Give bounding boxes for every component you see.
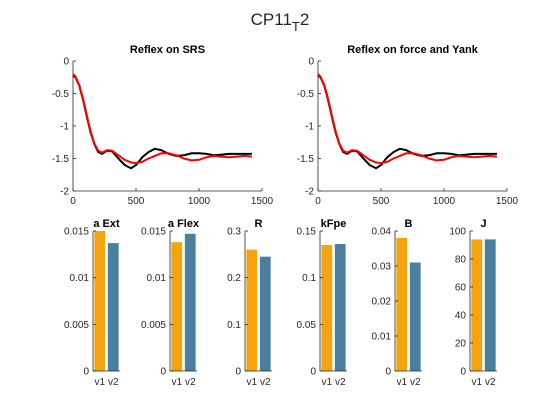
bar-v2 [484,239,496,371]
y-tick-label: 0.005 [64,320,89,331]
y-tick-label: 0 [83,367,89,378]
x-tick-label: v1 [246,377,257,388]
y-tick-label: -2 [60,187,69,198]
bar-v2 [409,262,421,371]
bar-v1 [471,239,483,371]
y-tick-label: 0.03 [372,262,392,273]
chart-title: Reflex on SRS [130,44,205,56]
figure-title-subscript: T [292,19,300,34]
chart-title: kFpe [321,218,347,230]
chart-title: B [405,218,413,230]
series-line-black [72,74,252,170]
x-tick-label: 1500 [251,196,274,207]
y-tick-label: 80 [455,255,467,266]
bar-v1 [171,242,183,371]
y-tick-label: 0.01 [70,273,90,284]
figure-title: CP11T2 [251,10,310,34]
x-tick-label: 1000 [188,196,211,207]
x-tick-label: v2 [108,377,119,388]
figure-title-tail: 2 [300,10,309,29]
x-tick-label: v2 [260,377,271,388]
chart-title: R [255,218,263,230]
chart-panel-7: J 0 20 40 60 80 100 v1 v2 [449,218,497,388]
y-tick-label: -0.5 [52,89,70,100]
chart-title: a Ext [93,218,120,230]
series-line-black [317,74,497,170]
chart-panel-0: Reflex on SRS 0 500 1000 1500 -2 -1.5 -1 -0.5 0 [52,44,274,207]
y-tick-label: 0 [385,367,391,378]
y-tick-label: 0.1 [302,273,316,284]
y-tick-label: 0 [308,57,314,68]
chart-panel-5: kFpe 0 0.05 0.1 0.15 v1 v2 [297,218,347,388]
bar-v2 [334,244,346,371]
y-tick-label: 0.01 [372,332,392,343]
bar-v1 [94,231,106,371]
bar-v1 [246,249,258,371]
y-tick-label: 0.015 [141,227,166,238]
x-tick-label: v2 [410,377,421,388]
chart-panel-2: a Ext 0 0.005 0.01 0.015 v1 v2 [64,218,120,388]
y-tick-label: 0.02 [372,297,392,308]
x-tick-label: v2 [335,377,346,388]
series-line-red [72,73,252,165]
y-tick-label: 100 [449,227,466,238]
bar-v1 [321,245,333,371]
chart-panel-3: a Flex 0 0.005 0.01 0.015 v1 v2 [141,218,200,388]
y-tick-label: 0.05 [297,320,317,331]
x-tick-label: 1000 [433,196,456,207]
y-tick-label: 40 [455,311,467,322]
y-tick-label: 0 [160,367,166,378]
y-tick-label: 0.2 [227,273,241,284]
chart-panel-6: B 0 0.01 0.02 0.03 0.04 v1 v2 [372,218,422,388]
chart-panel-4: R 0 0.1 0.2 0.3 v1 v2 [227,218,272,388]
chart-title: Reflex on force and Yank [347,44,479,56]
y-tick-label: 0.3 [227,227,241,238]
bar-v2 [107,243,119,371]
bar-v1 [396,238,408,371]
y-tick-label: 0.01 [147,273,167,284]
y-tick-label: 0 [310,367,316,378]
y-tick-label: 0.04 [372,227,392,238]
y-tick-label: 0.1 [227,320,241,331]
x-tick-label: v1 [171,377,182,388]
y-tick-label: 20 [455,339,467,350]
y-tick-label: 0.005 [141,320,166,331]
x-tick-label: v1 [321,377,332,388]
x-tick-label: 0 [70,196,76,207]
x-tick-label: v2 [485,377,496,388]
y-tick-label: -1 [60,122,69,133]
bar-v2 [184,233,196,371]
x-tick-label: 0 [315,196,321,207]
series-line-red [317,73,497,165]
x-tick-label: 500 [373,196,390,207]
x-tick-label: 1500 [496,196,519,207]
y-tick-label: -1 [305,122,314,133]
y-tick-label: -2 [305,187,314,198]
chart-title: J [480,218,486,230]
y-tick-label: 0 [235,367,241,378]
y-tick-label: 60 [455,283,467,294]
chart-panel-1: Reflex on force and Yank 0 500 1000 1500 -2 -1… [297,44,519,207]
chart-title: a Flex [168,218,200,230]
y-tick-label: -1.5 [52,154,70,165]
y-tick-label: 0.15 [297,227,317,238]
x-tick-label: 500 [128,196,145,207]
x-tick-label: v1 [94,377,105,388]
y-tick-label: -1.5 [297,154,315,165]
bar-v2 [259,256,271,371]
y-tick-label: 0 [63,57,69,68]
y-tick-label: -0.5 [297,89,315,100]
x-tick-label: v1 [396,377,407,388]
figure-title-main: CP11 [251,10,292,29]
y-tick-label: 0 [460,367,466,378]
y-tick-label: 0.015 [64,227,89,238]
x-tick-label: v1 [471,377,482,388]
x-tick-label: v2 [185,377,196,388]
